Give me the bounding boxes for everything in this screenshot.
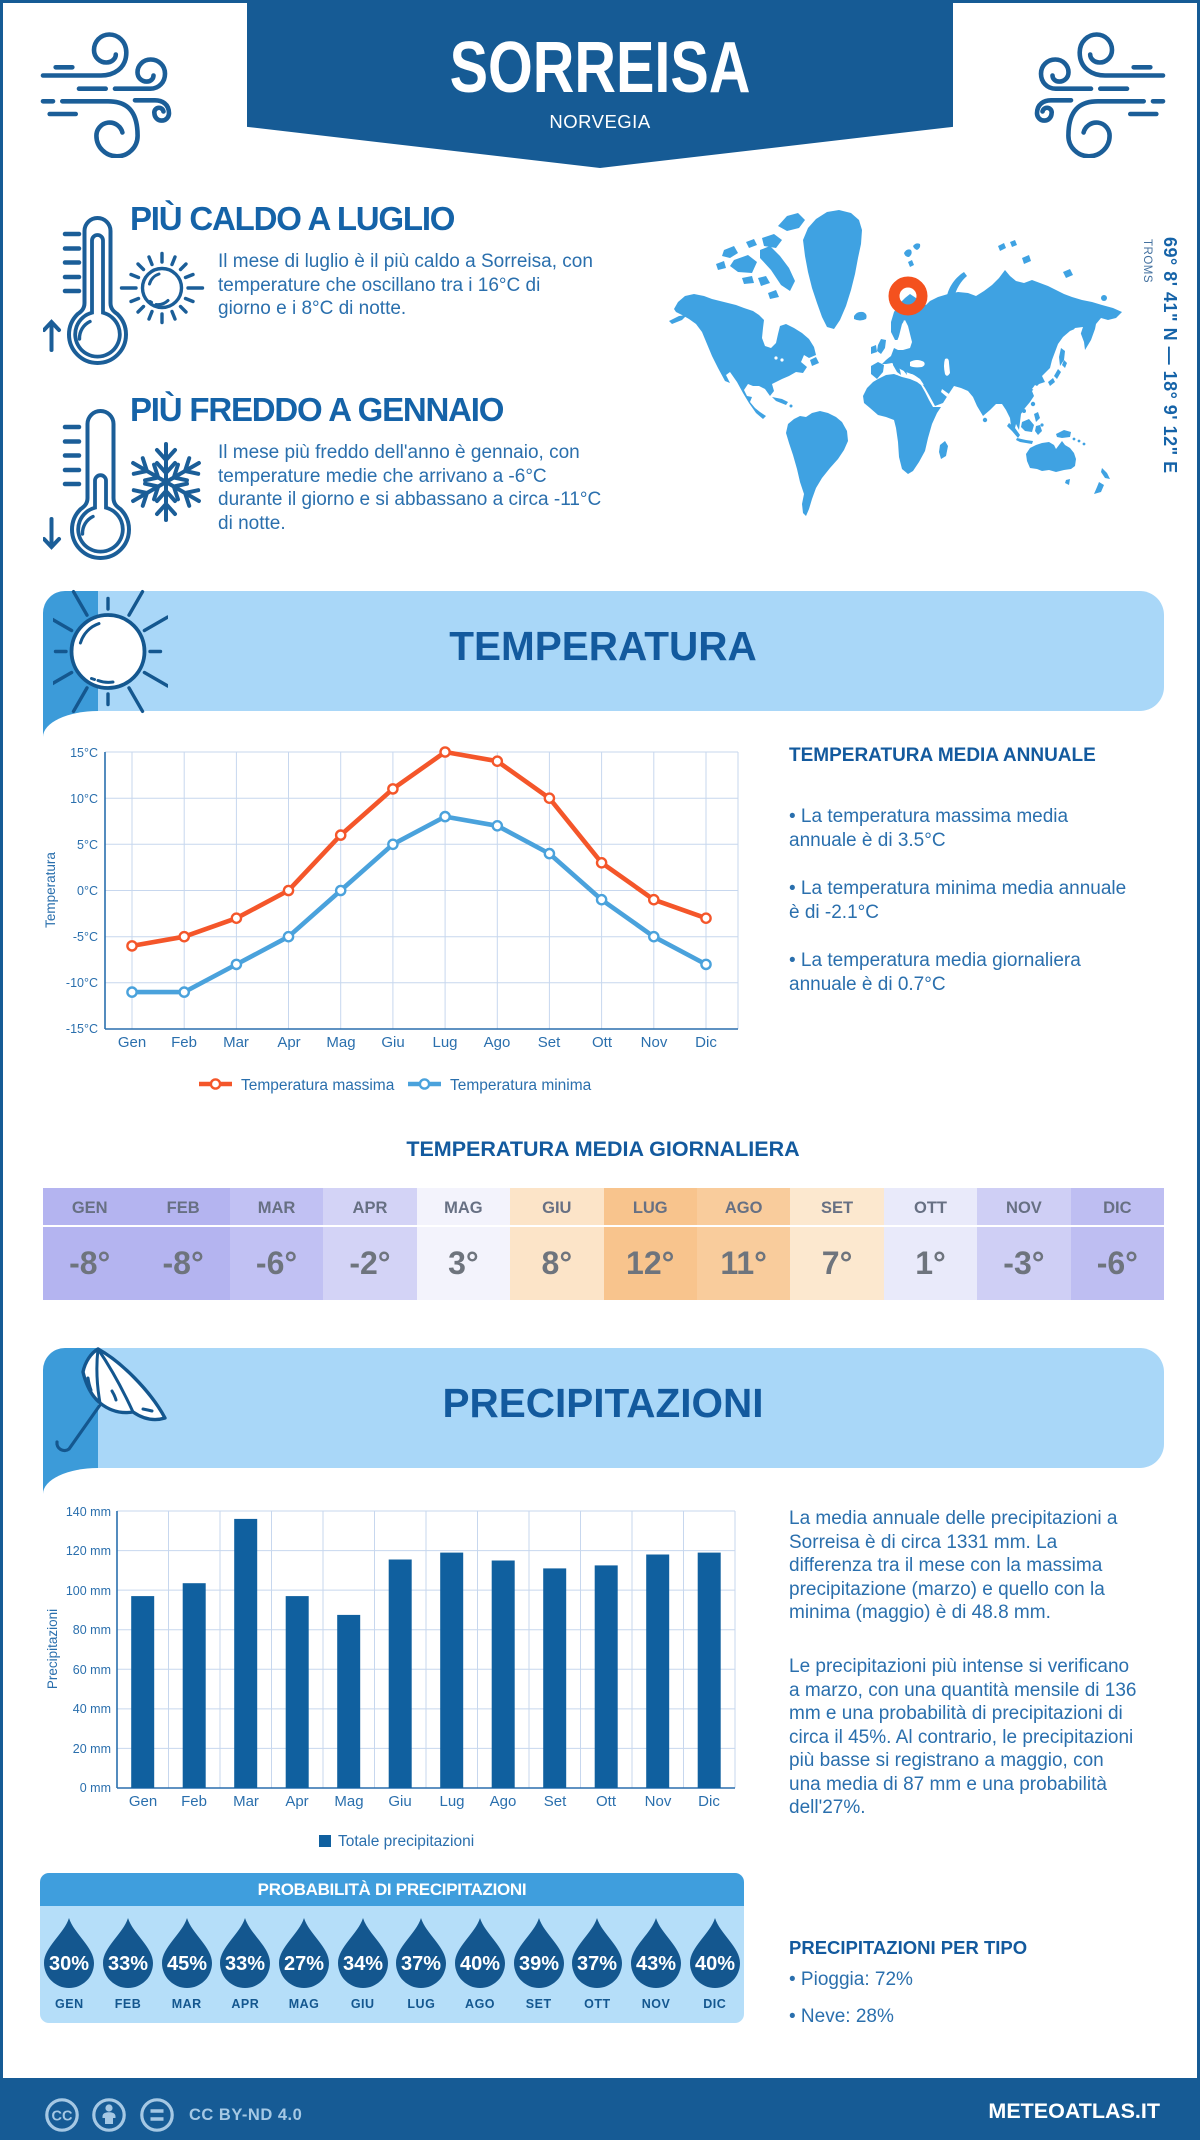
svg-text:Giu: Giu	[388, 1793, 411, 1810]
svg-text:Feb: Feb	[181, 1793, 207, 1810]
svg-text:27%: 27%	[284, 1953, 324, 1975]
svg-text:Ott: Ott	[596, 1793, 617, 1810]
svg-text:45%: 45%	[167, 1953, 207, 1975]
svg-text:40%: 40%	[695, 1953, 735, 1975]
svg-text:30%: 30%	[49, 1953, 89, 1975]
svg-text:40%: 40%	[460, 1953, 500, 1975]
svg-text:Mar: Mar	[223, 1034, 249, 1051]
svg-text:Precipitazioni: Precipitazioni	[45, 1609, 60, 1689]
svg-text:Giu: Giu	[381, 1034, 404, 1051]
svg-text:39%: 39%	[519, 1953, 559, 1975]
svg-text:Dic: Dic	[695, 1034, 717, 1051]
svg-text:0 mm: 0 mm	[80, 1781, 111, 1795]
svg-text:5°C: 5°C	[77, 838, 98, 852]
svg-text:Temperatura massima: Temperatura massima	[241, 1077, 395, 1094]
svg-text:Totale precipitazioni: Totale precipitazioni	[338, 1833, 474, 1850]
svg-text:Gen: Gen	[118, 1034, 146, 1051]
svg-text:Mag: Mag	[326, 1034, 355, 1051]
svg-text:Apr: Apr	[285, 1793, 308, 1810]
svg-text:33%: 33%	[108, 1953, 148, 1975]
svg-text:CC: CC	[52, 2109, 73, 2125]
svg-text:37%: 37%	[401, 1953, 441, 1975]
svg-text:Temperatura minima: Temperatura minima	[450, 1077, 592, 1094]
svg-text:20 mm: 20 mm	[73, 1742, 111, 1756]
svg-text:Ago: Ago	[490, 1793, 517, 1810]
svg-text:Ott: Ott	[592, 1034, 613, 1051]
svg-text:Set: Set	[538, 1034, 561, 1051]
svg-text:34%: 34%	[343, 1953, 383, 1975]
svg-text:-15°C: -15°C	[66, 1022, 98, 1036]
svg-text:Nov: Nov	[641, 1034, 668, 1051]
svg-text:Nov: Nov	[645, 1793, 672, 1810]
svg-text:60 mm: 60 mm	[73, 1663, 111, 1677]
svg-text:Ago: Ago	[484, 1034, 511, 1051]
svg-text:Mag: Mag	[334, 1793, 363, 1810]
svg-text:Set: Set	[544, 1793, 567, 1810]
svg-text:Apr: Apr	[277, 1034, 300, 1051]
svg-text:Temperatura: Temperatura	[43, 852, 58, 928]
svg-text:33%: 33%	[225, 1953, 265, 1975]
svg-text:100 mm: 100 mm	[66, 1584, 111, 1598]
svg-text:43%: 43%	[636, 1953, 676, 1975]
svg-text:Lug: Lug	[439, 1793, 464, 1810]
svg-text:10°C: 10°C	[70, 792, 98, 806]
svg-text:-10°C: -10°C	[66, 976, 98, 990]
svg-text:Feb: Feb	[171, 1034, 197, 1051]
svg-text:-5°C: -5°C	[73, 930, 98, 944]
svg-text:0°C: 0°C	[77, 884, 98, 898]
svg-text:Lug: Lug	[432, 1034, 457, 1051]
svg-text:15°C: 15°C	[70, 746, 98, 760]
svg-text:Mar: Mar	[233, 1793, 259, 1810]
svg-text:120 mm: 120 mm	[66, 1544, 111, 1558]
svg-text:140 mm: 140 mm	[66, 1505, 111, 1519]
svg-text:Gen: Gen	[129, 1793, 157, 1810]
svg-text:37%: 37%	[577, 1953, 617, 1975]
svg-text:80 mm: 80 mm	[73, 1623, 111, 1637]
svg-text:40 mm: 40 mm	[73, 1702, 111, 1716]
svg-text:Dic: Dic	[698, 1793, 720, 1810]
